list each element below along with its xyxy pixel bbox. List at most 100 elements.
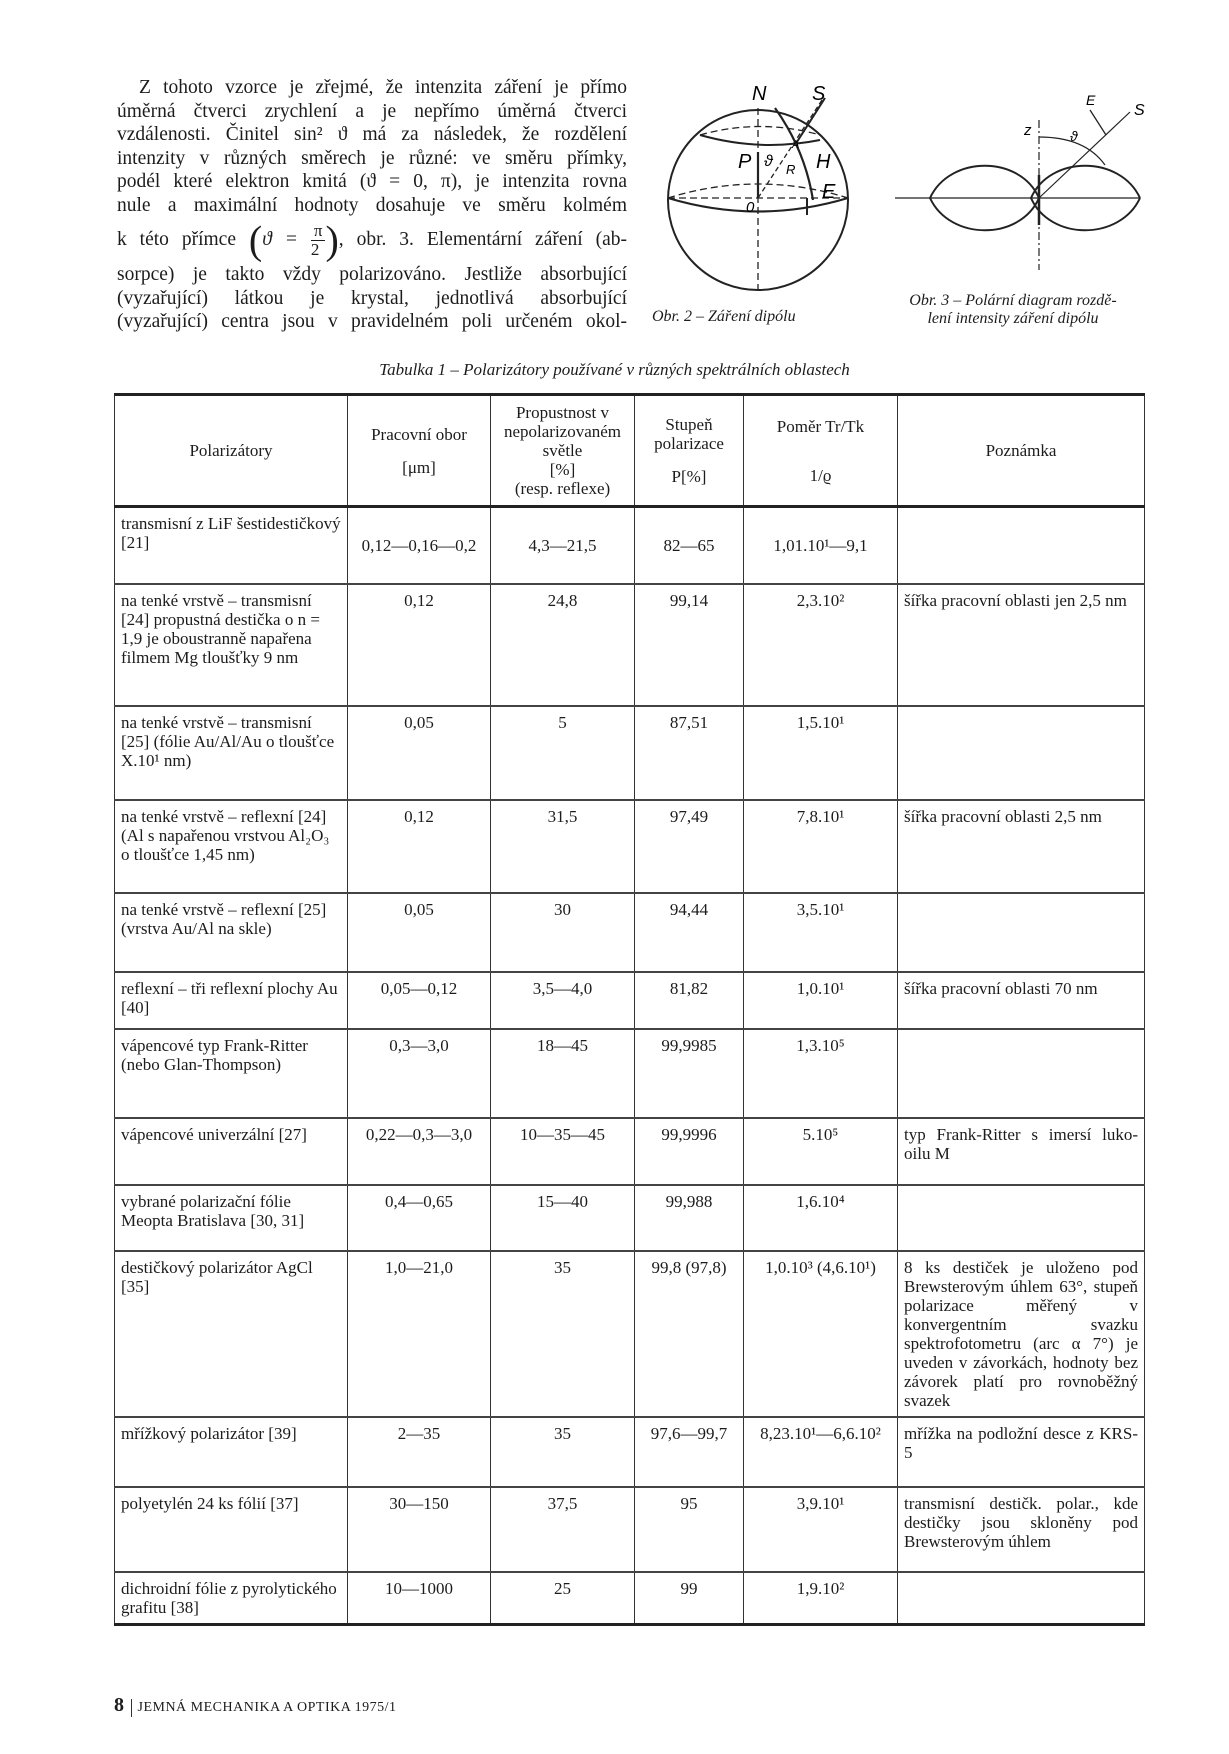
cell-polarizer: transmisní z LiF šestidestičkový [21] [114,506,348,584]
cell-transmittance: 18—45 [490,1028,635,1118]
journal-name: JEMNÁ MECHANIKA A OPTIKA 1975/1 [137,1700,397,1715]
label-S: S [1134,102,1145,119]
figure-dipole-radiation: N S H E P ϑ R A 0 [667,83,849,291]
header-note: Poznámka [897,394,1145,507]
cell-ratio: 1,01.10¹—9,1 [743,506,898,584]
cell-polarizer: polyetylén 24 ks fólií [37] [114,1486,348,1572]
cell-polarization-degree: 99,988 [634,1184,744,1251]
table-row: na tenké vrstvě – reflexní [25] (vrstva … [114,892,1145,972]
table-row: vápencové univerzální [27] 0,22—0,3—3,0 10… [114,1117,1145,1185]
cell-polarization-degree: 94,44 [634,892,744,972]
header-transmittance: Propustnost v nepolarizo­vaném světle [%]… [490,394,635,507]
fraction-denominator: 2 [310,240,320,260]
table-row: reflexní – tři reflexní plochy Au [40] 0,… [114,971,1145,1029]
cell-polarizer: vápencové typ Frank-Ritter (nebo Glan-Th… [114,1028,348,1118]
label-S: S [812,83,826,105]
cell-ratio: 5.10⁵ [743,1117,898,1185]
label-H: H [816,151,831,173]
cell-polarizer: vápencové univerzální [27] [114,1117,348,1185]
cell-working-range: 10—1000 [347,1571,491,1624]
cell-note [897,1028,1145,1118]
body-paragraph: Z tohoto vzorce je zřejmé, že intenzita … [117,76,627,334]
cell-transmittance: 24,8 [490,583,635,706]
text-line: nule a maximální hodnoty dosahuje ve smě… [117,194,627,216]
cell-working-range: 0,22—0,3—3,0 [347,1117,491,1185]
figure-polar-diagram: z E S ϑ [895,92,1145,270]
cell-working-range: 0,3—3,0 [347,1028,491,1118]
cell-working-range: 0,05—0,12 [347,971,491,1029]
table-row: na tenké vrstvě – transmisní [24] propus… [114,583,1145,706]
cell-polarizer: dichroidní fólie z pyroly­tického grafit… [114,1571,348,1624]
text-fragment: , obr. 3. Elementární záření (ab- [338,229,628,250]
cell-note: mřížka na podložní desce z KRS-5 [897,1416,1145,1487]
header-polarizers: Polarizátory [114,394,348,507]
table-row: polyetylén 24 ks fólií [37] 30—150 37,5 95 3… [114,1486,1145,1572]
label-theta: ϑ [1070,128,1079,144]
cell-ratio: 1,9.10² [743,1571,898,1624]
cell-transmittance: 35 [490,1250,635,1417]
table-caption: Tabulka 1 – Polarizátory používané v růz… [379,360,850,379]
label-R: R [786,162,795,177]
cell-working-range: 0,4—0,65 [347,1184,491,1251]
cell-polarizer: destičkový polarizátor AgCl [35] [114,1250,348,1417]
cell-ratio: 2,3.10² [743,583,898,706]
text-line: sorpce) je takto vždy polarizováno. Jest… [117,264,627,285]
cell-note [897,506,1145,584]
cell-working-range: 30—150 [347,1486,491,1572]
label-N: N [752,83,767,105]
label-theta: ϑ [764,153,774,170]
cell-note [897,705,1145,800]
cell-transmittance: 15—40 [490,1184,635,1251]
text-line: (vyzařující) centra jsou v pravidelném p… [117,311,627,332]
text-line: (vyzařující) látkou je krystal, jednotli… [117,287,627,309]
text-fragment: k této přímce [117,229,236,250]
table-row: vápencové typ Frank-Ritter (nebo Glan-Th… [114,1028,1145,1118]
table-header-row: Polarizátory Pracovní obor [μm] Propustno… [114,394,1145,507]
header-polarization-degree: Stupeň polarizace P[%] [634,394,744,507]
cell-polarizer: na tenké vrstvě – reflexní [25] (vrstva … [114,892,348,972]
table-row: transmisní z LiF šestidestičkový [21] 0,1… [114,506,1145,584]
cell-polarization-degree: 99,9985 [634,1028,744,1118]
label-P: P [738,151,752,173]
cell-ratio: 8,23.10¹—6,6.10² [743,1416,898,1487]
cell-ratio: 1,3.10⁵ [743,1028,898,1118]
cell-polarization-degree: 87,51 [634,705,744,800]
table-row: destičkový polarizátor AgCl [35] 1,0—21,0… [114,1250,1145,1417]
cell-transmittance: 25 [490,1571,635,1624]
figure2-caption: Obr. 2 – Záření dipólu [652,308,796,325]
cell-working-range: 0,12 [347,583,491,706]
table-row: vybrané polarizační fólie Meopta Bratisl… [114,1184,1145,1251]
cell-transmittance: 5 [490,705,635,800]
cell-note: šířka pracovní oblasti 2,5 nm [897,799,1145,893]
cell-polarization-degree: 97,49 [634,799,744,893]
page-number: 8 [114,1694,125,1716]
table-row: na tenké vrstvě – transmisní [25] (fólie… [114,705,1145,800]
text-line: vzdálenosti. Činitel sin² ϑ má za násled… [117,124,627,145]
cell-ratio: 1,0.10¹ [743,971,898,1029]
cell-transmittance: 37,5 [490,1486,635,1572]
cell-polarization-degree: 99 [634,1571,744,1624]
label-A: A [791,139,799,151]
cell-transmittance: 31,5 [490,799,635,893]
cell-polarization-degree: 81,82 [634,971,744,1029]
cell-note: typ Frank-Ritter s imersí luko-oilu M [897,1117,1145,1185]
cell-polarizer: na tenké vrstvě – reflexní [24] (Al s na… [114,799,348,893]
cell-working-range: 0,12 [347,799,491,893]
cell-polarization-degree: 99,14 [634,583,744,706]
cell-working-range: 0,12—0,16—0,2 [347,506,491,584]
cell-polarizer: na tenké vrstvě – transmisní [25] (fólie… [114,705,348,800]
cell-polarization-degree: 99,9996 [634,1117,744,1185]
cell-transmittance: 3,5—4,0 [490,971,635,1029]
cell-polarization-degree: 82—65 [634,506,744,584]
cell-polarization-degree: 95 [634,1486,744,1572]
cell-ratio: 1,0.10³ (4,6.10¹) [743,1250,898,1417]
cell-transmittance: 10—35—45 [490,1117,635,1185]
cell-ratio: 3,9.10¹ [743,1486,898,1572]
table-row: na tenké vrstvě – reflexní [24] (Al s na… [114,799,1145,893]
header-working-range: Pracovní obor [μm] [347,394,491,507]
caption-line: Obr. 3 – Polární diagram rozdě- [909,292,1117,309]
label-E: E [1086,92,1096,108]
header-ratio: Poměr Tr/Tk 1/ϱ [743,394,898,507]
cell-transmittance: 30 [490,892,635,972]
